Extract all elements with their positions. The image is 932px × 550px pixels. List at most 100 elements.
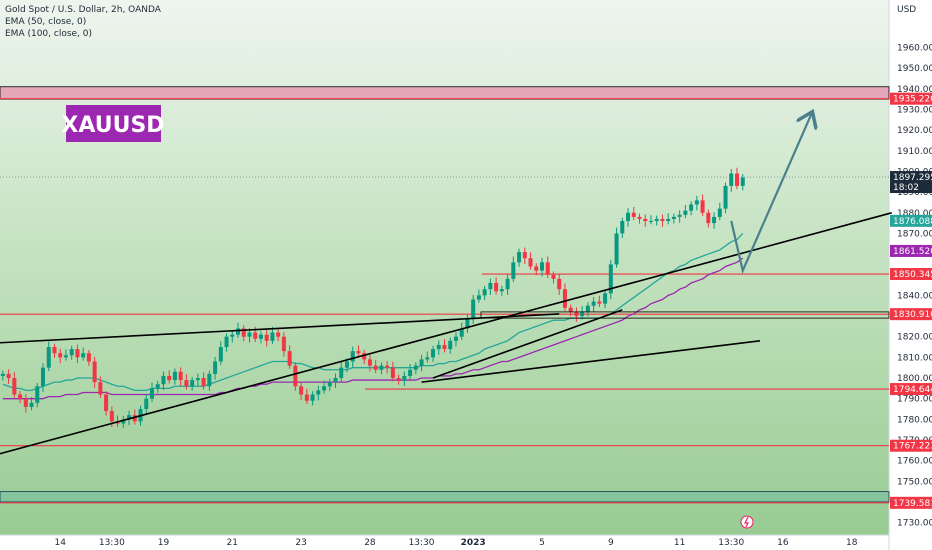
candle-body (488, 282, 493, 290)
trendline (0, 313, 560, 344)
candle-body (327, 382, 332, 387)
candle-body (574, 311, 579, 317)
level-tag: 1794.644 (893, 385, 932, 395)
ema-tag: 1876.088 (893, 217, 932, 227)
price-tick-label: 1840.000 (897, 291, 932, 301)
candle-body (58, 353, 63, 358)
trendlines-layer (0, 211, 893, 455)
candle-body (660, 218, 665, 222)
candles-layer (0, 167, 745, 428)
demand-zone (0, 491, 890, 503)
price-tick-label: 1930.000 (897, 105, 932, 115)
trendline (432, 309, 623, 379)
candle-body (178, 371, 183, 381)
candle-body (517, 252, 522, 263)
projection-arrow (730, 114, 811, 275)
candle-body (304, 394, 309, 401)
candle-body (172, 371, 177, 381)
candle-body (344, 361, 350, 368)
time-tick-label: 2023 (461, 538, 486, 548)
candle-body (683, 210, 688, 215)
time-tick-label: 18 (846, 538, 858, 548)
candle-body (476, 295, 481, 300)
candle-body (293, 365, 298, 387)
price-tick-label: 1910.000 (897, 147, 932, 157)
ema50-line (2, 232, 744, 392)
candle-body (390, 367, 395, 379)
candle-body (712, 216, 717, 224)
candle-body (671, 216, 676, 219)
candle-body (207, 373, 212, 387)
candle-body (637, 216, 642, 219)
candle-body (144, 398, 149, 409)
ema-tag: 1861.520 (893, 247, 932, 257)
candle-body (482, 289, 487, 296)
time-tick-label: 13:30 (409, 538, 435, 548)
time-axis-background (0, 535, 889, 550)
candle-body (121, 419, 126, 424)
candle-body (534, 266, 539, 271)
candle-body (385, 365, 390, 368)
candle-body (316, 390, 321, 395)
candle-body (0, 373, 5, 376)
candle-body (333, 378, 338, 383)
price-tick-label: 1800.000 (897, 374, 932, 384)
price-tags: 1935.220 1850.345 1830.910 1794.644 1767.223… (890, 92, 932, 509)
candle-body (431, 349, 436, 358)
candle-body (740, 177, 745, 186)
candle-body (465, 318, 470, 329)
projection-layer (730, 114, 811, 275)
candle-body (689, 204, 694, 211)
price-tick-label: 1790.000 (897, 395, 932, 405)
price-tick-label: 1760.000 (897, 457, 932, 467)
current-price-tag-bg (890, 171, 932, 194)
candle-body (86, 353, 91, 362)
candle-body (539, 262, 545, 271)
candle-body (63, 355, 68, 358)
candle-body (528, 258, 533, 267)
candle-body (299, 386, 304, 395)
candle-body (92, 361, 97, 383)
candle-body (218, 347, 223, 362)
candle-body (339, 367, 344, 379)
time-tick-label: 16 (777, 538, 789, 548)
candle-body (29, 402, 34, 407)
candle-body (104, 394, 109, 412)
candle-body (396, 378, 401, 381)
price-tick-label: 1750.000 (897, 477, 932, 487)
time-axis-ticks: 14 13:30 19 21 23 28 13:30 2023 5 9 11 13:30 16 18 (54, 538, 857, 548)
candle-body (597, 301, 602, 304)
candle-body (614, 233, 619, 265)
price-tick-label: 1730.000 (897, 519, 932, 529)
level-tag: 1830.910 (893, 310, 932, 320)
candle-body (356, 351, 361, 354)
candle-body (408, 369, 413, 376)
ema100-line (2, 257, 744, 400)
candle-body (402, 375, 407, 381)
candle-body (729, 173, 734, 186)
zones-layer (0, 86, 890, 503)
alert-icon[interactable] (740, 515, 754, 529)
price-tick-label: 1950.000 (897, 64, 932, 74)
candle-body (276, 332, 281, 337)
candle-body (75, 349, 80, 358)
candle-body (35, 386, 40, 403)
trendline (0, 211, 893, 455)
level-tag-bg (890, 308, 932, 321)
candle-body (127, 415, 132, 420)
candle-body (281, 336, 286, 352)
candle-body (459, 328, 464, 337)
price-tick-label: 1940.000 (897, 85, 932, 95)
level-tag: 1767.223 (893, 442, 932, 452)
time-tick-label: 19 (158, 538, 170, 548)
candle-body (562, 289, 567, 308)
price-tick-label: 1890.000 (897, 188, 932, 198)
price-tick-label: 1820.000 (897, 333, 932, 343)
candle-body (735, 173, 740, 186)
candle-body (591, 301, 596, 306)
time-tick-label: 11 (674, 538, 685, 548)
candle-body (723, 185, 728, 209)
candle-body (499, 289, 504, 292)
supply-zone (0, 86, 890, 100)
